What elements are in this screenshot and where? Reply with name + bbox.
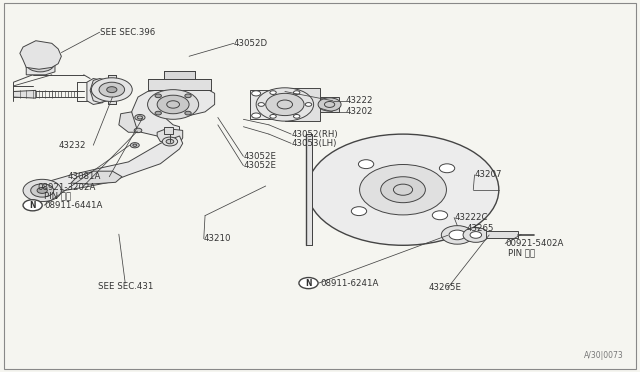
Text: 43207: 43207 <box>474 170 502 179</box>
Circle shape <box>97 87 109 94</box>
Text: 08921-3202A: 08921-3202A <box>38 183 96 192</box>
Circle shape <box>273 91 282 96</box>
Text: SEE SEC.396: SEE SEC.396 <box>100 28 155 37</box>
Circle shape <box>157 95 189 114</box>
Circle shape <box>358 160 374 169</box>
Circle shape <box>131 142 140 148</box>
Text: 43210: 43210 <box>204 234 231 243</box>
Polygon shape <box>306 134 312 245</box>
Circle shape <box>252 91 260 96</box>
Circle shape <box>135 115 145 121</box>
Circle shape <box>449 230 466 240</box>
Circle shape <box>134 128 142 133</box>
Polygon shape <box>285 88 320 121</box>
Polygon shape <box>90 78 111 103</box>
Polygon shape <box>26 52 55 75</box>
Text: SEE SEC.431: SEE SEC.431 <box>97 282 153 291</box>
Circle shape <box>107 87 117 93</box>
Text: N: N <box>29 201 36 210</box>
Circle shape <box>270 91 276 94</box>
Circle shape <box>99 82 125 97</box>
Polygon shape <box>71 171 122 184</box>
Circle shape <box>432 211 447 220</box>
Polygon shape <box>108 75 116 105</box>
Polygon shape <box>164 71 195 78</box>
Polygon shape <box>119 112 138 132</box>
Circle shape <box>299 278 318 289</box>
Circle shape <box>155 94 161 98</box>
Circle shape <box>92 84 115 97</box>
Polygon shape <box>250 90 285 119</box>
Circle shape <box>360 164 447 215</box>
Circle shape <box>351 207 367 216</box>
Polygon shape <box>320 97 339 112</box>
Polygon shape <box>486 231 518 238</box>
Text: 43081A: 43081A <box>68 172 101 181</box>
Text: 43052E: 43052E <box>243 152 276 161</box>
Text: 00921-5402A: 00921-5402A <box>505 239 564 248</box>
Text: 43222C: 43222C <box>454 213 488 222</box>
Circle shape <box>37 187 47 193</box>
Text: 43053(LH): 43053(LH) <box>291 139 337 148</box>
Text: PIN ピン: PIN ピン <box>44 192 71 201</box>
Circle shape <box>185 111 191 115</box>
Circle shape <box>294 115 300 118</box>
Polygon shape <box>148 78 211 90</box>
Circle shape <box>463 228 488 242</box>
Text: 43052E: 43052E <box>243 161 276 170</box>
Circle shape <box>31 184 54 197</box>
Polygon shape <box>157 129 182 143</box>
Polygon shape <box>36 136 182 199</box>
Text: 08911-6241A: 08911-6241A <box>320 279 378 288</box>
Text: 43052(RH): 43052(RH) <box>291 129 338 139</box>
Circle shape <box>381 177 426 203</box>
Circle shape <box>166 139 173 144</box>
Circle shape <box>307 134 499 245</box>
Circle shape <box>470 232 481 238</box>
Circle shape <box>258 103 264 106</box>
Polygon shape <box>164 127 173 134</box>
Circle shape <box>305 103 312 106</box>
Text: 43232: 43232 <box>58 141 86 150</box>
Text: 43222: 43222 <box>346 96 373 105</box>
Text: 43052D: 43052D <box>234 39 268 48</box>
Circle shape <box>23 179 61 202</box>
Circle shape <box>252 113 260 118</box>
Circle shape <box>318 98 341 111</box>
Text: 08911-6441A: 08911-6441A <box>44 201 102 210</box>
Circle shape <box>256 88 314 121</box>
Polygon shape <box>132 86 214 136</box>
Circle shape <box>23 200 42 211</box>
Circle shape <box>273 113 282 118</box>
Text: 43265: 43265 <box>467 224 494 233</box>
Polygon shape <box>20 41 61 69</box>
Circle shape <box>92 78 132 102</box>
Circle shape <box>440 164 454 173</box>
Circle shape <box>26 55 54 72</box>
Circle shape <box>185 94 191 98</box>
Circle shape <box>294 91 300 94</box>
Polygon shape <box>87 78 103 105</box>
Text: 43202: 43202 <box>346 108 373 116</box>
Text: N: N <box>305 279 312 288</box>
Polygon shape <box>13 90 36 98</box>
Circle shape <box>148 90 198 119</box>
Circle shape <box>442 226 473 244</box>
Circle shape <box>266 93 304 116</box>
Circle shape <box>163 137 177 146</box>
Text: 43265E: 43265E <box>429 283 461 292</box>
Circle shape <box>155 111 161 115</box>
Text: PIN ピン: PIN ピン <box>508 248 536 257</box>
Text: A/30|0073: A/30|0073 <box>584 351 623 360</box>
Circle shape <box>270 115 276 118</box>
